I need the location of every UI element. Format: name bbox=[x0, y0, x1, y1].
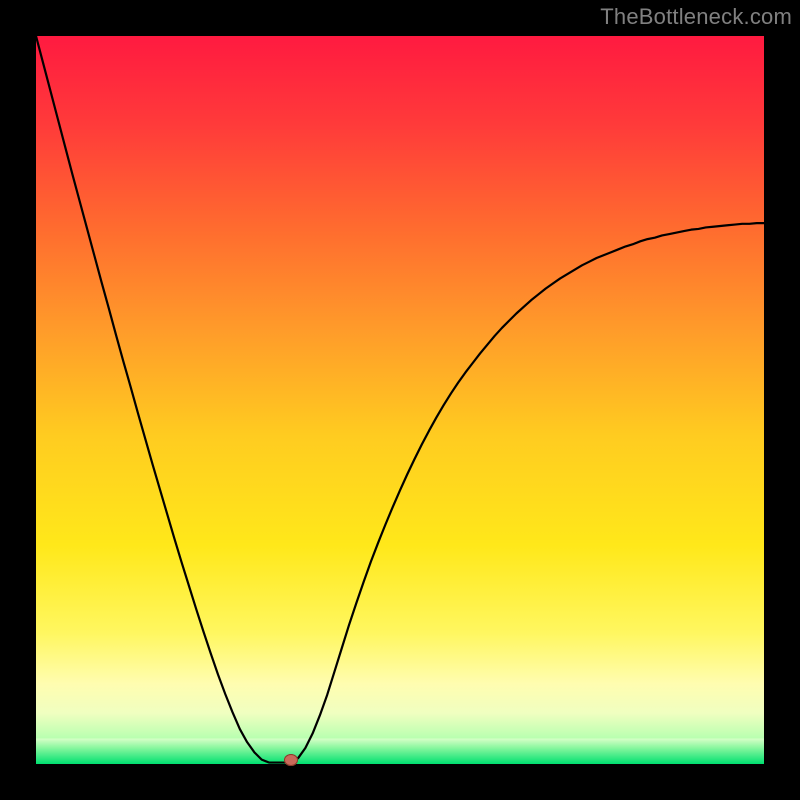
outer-frame: TheBottleneck.com bbox=[0, 0, 800, 800]
watermark-text: TheBottleneck.com bbox=[600, 4, 792, 30]
optimum-marker-dot bbox=[284, 754, 298, 766]
plot-area bbox=[36, 36, 764, 764]
chart-svg bbox=[36, 36, 764, 764]
